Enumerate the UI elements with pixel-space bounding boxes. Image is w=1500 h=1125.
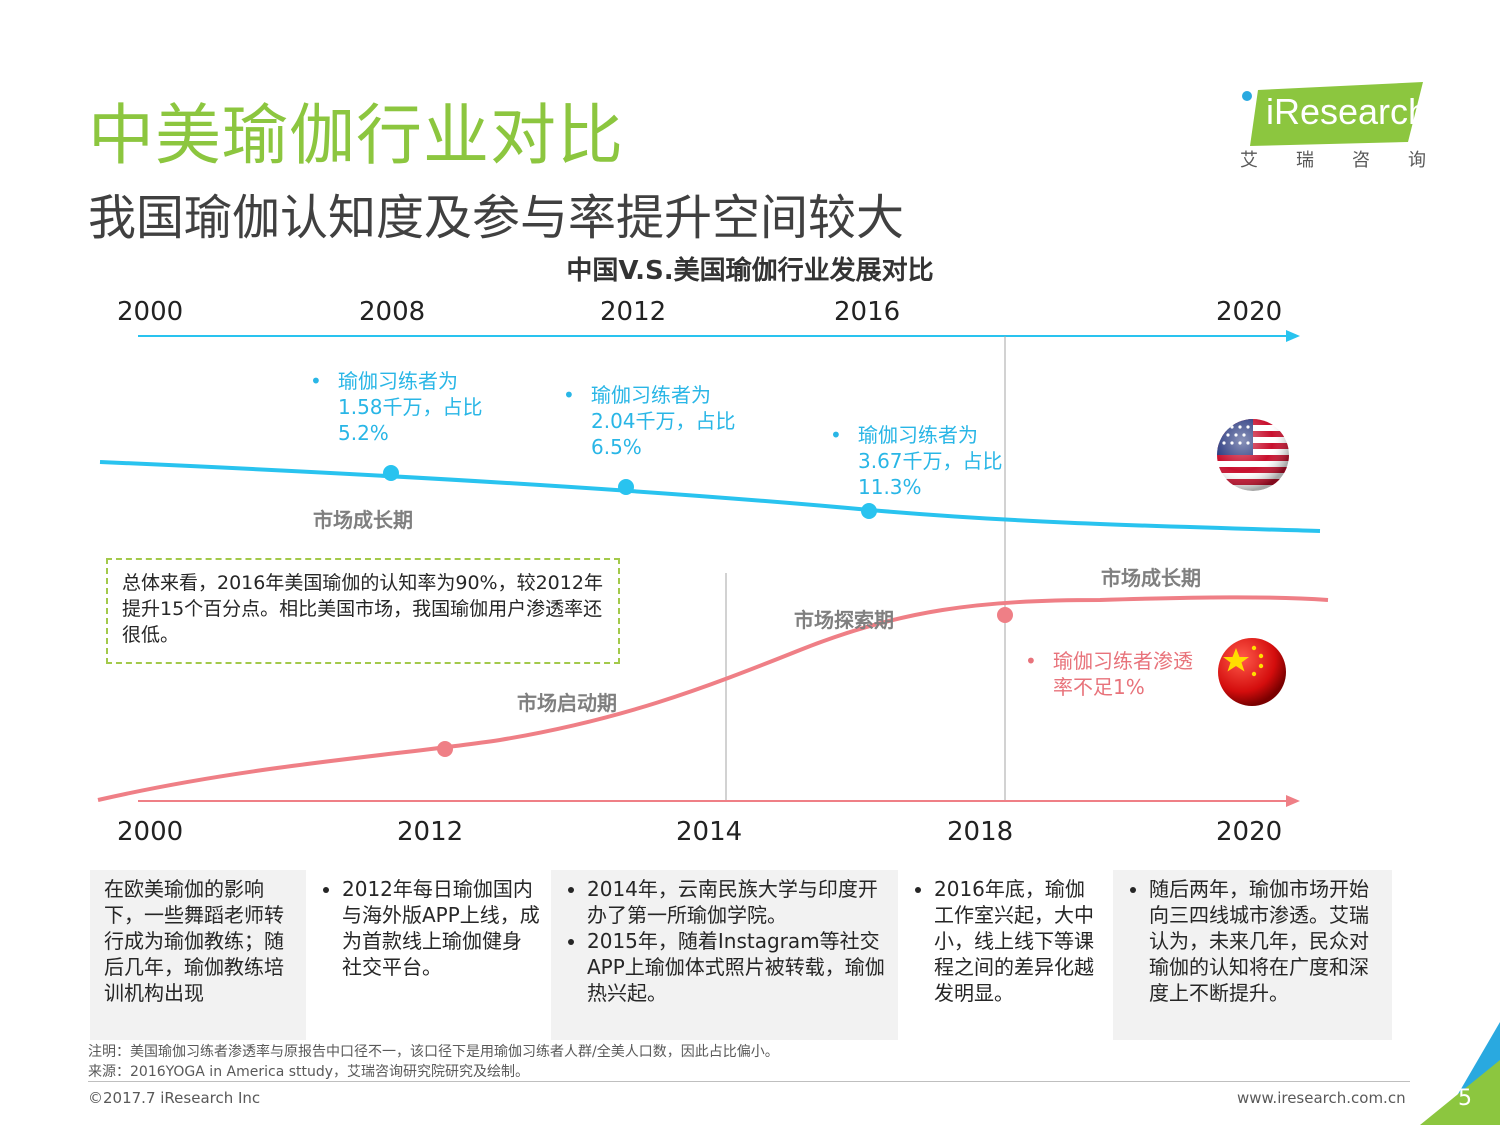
cn-phase-explore: 市场探索期 [794, 608, 894, 632]
page-subtitle: 我国瑜伽认知度及参与率提升空间较大 [88, 190, 905, 246]
logo-badge-shape [1242, 82, 1423, 146]
us-year-2020: 2020 [1216, 297, 1283, 327]
us-year-2008: 2008 [359, 297, 426, 327]
logo-word: iResearch [1266, 91, 1429, 132]
us-point-2008 [383, 465, 399, 481]
cn-point-2012 [437, 741, 453, 757]
cn-year-2014: 2014 [676, 817, 743, 847]
milestone-text: 在欧美瑜伽的影响下，一些舞蹈老师转行成为瑜伽教练；随后几年，瑜伽教练培训机构出现 [104, 877, 284, 1005]
milestone-item: 2012年每日瑜伽国内与海外版APP上线，成为首款线上瑜伽健身社交平台。 [342, 876, 541, 980]
cn-note: • 瑜伽习练者渗透率不足1% [1025, 649, 1193, 699]
page-number: 5 [1458, 1086, 1472, 1111]
cn-phase-start: 市场启动期 [517, 691, 617, 715]
cn-year-2020: 2020 [1216, 817, 1283, 847]
milestone-item: 2016年底，瑜伽工作室兴起，大中小，线上线下等课程之间的差异化越发明显。 [934, 876, 1103, 1006]
cn-point-2018 [997, 607, 1013, 623]
page-title: 中美瑜伽行业对比 [88, 97, 624, 174]
website-link[interactable]: www.iresearch.com.cn [1237, 1089, 1406, 1107]
cn-curve [97, 595, 1329, 802]
us-note-2016: • 瑜伽习练者为3.67千万，占比11.3% [830, 423, 1003, 499]
footer-divider [88, 1081, 1410, 1082]
us-point-2016 [861, 503, 877, 519]
cn-year-2018: 2018 [947, 817, 1014, 847]
us-flag-icon [1217, 419, 1289, 491]
us-note-2012: • 瑜伽习练者为2.04千万，占比6.5% [563, 383, 736, 459]
milestone-box-2012: 2012年每日瑜伽国内与海外版APP上线，成为首款线上瑜伽健身社交平台。 [306, 870, 551, 1040]
us-timeline-arrowhead [1286, 330, 1300, 342]
milestone-box-2014: 2014年，云南民族大学与印度开办了第一所瑜伽学院。 2015年，随着Insta… [551, 870, 898, 1040]
summary-box: 总体来看，2016年美国瑜伽的认知率为90%，较2012年提升15个百分点。相比… [106, 558, 620, 664]
source-note: 来源：2016YOGA in America sttudy，艾瑞咨询研究院研究及… [88, 1064, 530, 1080]
china-flag-icon [1218, 638, 1286, 706]
iresearch-logo: iResearch [1240, 82, 1429, 146]
us-phase-label: 市场成长期 [313, 508, 413, 532]
milestone-item: 2014年，云南民族大学与印度开办了第一所瑜伽学院。 [587, 876, 888, 928]
corner-decoration-green [1420, 1060, 1500, 1125]
us-year-2016: 2016 [834, 297, 901, 327]
us-point-2012 [618, 479, 634, 495]
cn-year-2000: 2000 [117, 817, 184, 847]
cn-timeline-arrowhead [1286, 795, 1300, 807]
us-note-2008: • 瑜伽习练者为1.58千万，占比5.2% [310, 369, 483, 445]
milestone-item: 随后两年，瑜伽市场开始向三四线城市渗透。艾瑞认为，未来几年，民众对瑜伽的认知将在… [1149, 876, 1382, 1006]
cn-year-2012: 2012 [397, 817, 464, 847]
milestone-box-2000: 在欧美瑜伽的影响下，一些舞蹈老师转行成为瑜伽教练；随后几年，瑜伽教练培训机构出现 [90, 870, 306, 1040]
us-curve [99, 460, 1321, 533]
copyright: ©2017.7 iResearch Inc [88, 1089, 261, 1107]
milestone-box-2020: 随后两年，瑜伽市场开始向三四线城市渗透。艾瑞认为，未来几年，民众对瑜伽的认知将在… [1113, 870, 1392, 1040]
footnote: 注明：美国瑜伽习练者渗透率与原报告中口径不一，该口径下是用瑜伽习练者人群/全美人… [88, 1044, 779, 1060]
milestone-box-2018: 2016年底，瑜伽工作室兴起，大中小，线上线下等课程之间的差异化越发明显。 [898, 870, 1113, 1040]
diagram-title: 中国V.S.美国瑜伽行业发展对比 [566, 256, 934, 286]
cn-phase-growth: 市场成长期 [1101, 566, 1201, 590]
us-year-2012: 2012 [600, 297, 667, 327]
logo-subtitle: 艾瑞咨询 [1240, 150, 1464, 171]
us-year-2000: 2000 [117, 297, 184, 327]
milestone-item: 2015年，随着Instagram等社交APP上瑜伽体式照片被转载，瑜伽热兴起。 [587, 928, 888, 1006]
